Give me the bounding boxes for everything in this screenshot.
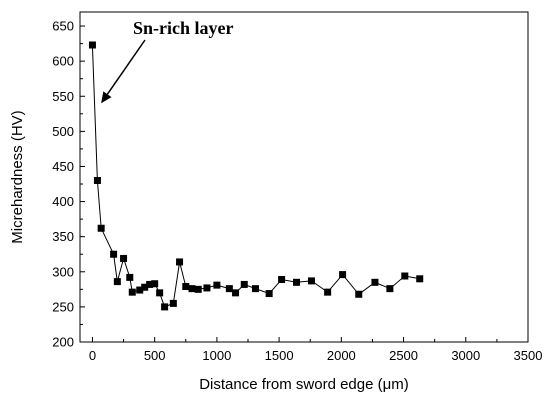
y-tick-label: 350 <box>52 229 74 244</box>
data-point <box>113 278 121 286</box>
data-point <box>240 280 248 288</box>
data-point <box>151 280 159 288</box>
y-tick-label: 250 <box>52 299 74 314</box>
y-tick-label: 500 <box>52 124 74 139</box>
x-tick-label: 1000 <box>202 348 231 363</box>
data-point <box>386 285 394 293</box>
y-tick-label: 300 <box>52 264 74 279</box>
x-tick-label: 3500 <box>514 348 543 363</box>
data-point <box>203 284 211 292</box>
x-tick-label: 500 <box>144 348 166 363</box>
y-tick-label: 400 <box>52 194 74 209</box>
annotation-arrow-line <box>106 39 146 95</box>
data-point <box>371 278 379 286</box>
data-point <box>93 177 101 185</box>
annotation-layer: Sn-rich layer <box>101 18 234 104</box>
data-point <box>97 224 105 232</box>
data-series <box>88 41 424 311</box>
data-point <box>293 278 301 286</box>
x-tick-label: 3000 <box>451 348 480 363</box>
data-point <box>146 280 154 288</box>
annotation-label: Sn-rich layer <box>133 18 234 38</box>
y-axis: 200 250 300 350 400 450 500 550 600 650 <box>52 19 85 350</box>
data-point <box>324 288 332 296</box>
data-point <box>110 250 118 258</box>
data-point <box>278 276 286 284</box>
data-point <box>213 281 221 289</box>
y-tick-label: 550 <box>52 89 74 104</box>
y-tick-label: 650 <box>52 19 74 34</box>
data-point <box>120 254 128 262</box>
data-point <box>225 285 233 293</box>
x-axis-title: Distance from sword edge (μm) <box>199 376 409 393</box>
y-axis-title: Micrehardness (HV) <box>9 110 26 243</box>
data-point <box>141 283 149 291</box>
x-tick-label: 0 <box>89 348 96 363</box>
data-point <box>188 285 196 293</box>
data-point <box>136 286 144 294</box>
data-point <box>339 271 347 279</box>
data-point <box>194 285 202 293</box>
data-point <box>401 272 409 280</box>
plot-frame <box>79 11 529 343</box>
x-tick-label: 2000 <box>327 348 356 363</box>
data-point <box>88 41 96 49</box>
data-point <box>416 275 424 283</box>
x-tick-label: 1500 <box>265 348 294 363</box>
data-point <box>128 288 136 296</box>
data-point <box>169 299 177 307</box>
data-point <box>251 285 259 293</box>
data-point <box>232 289 240 297</box>
series-line <box>91 44 420 308</box>
data-point <box>265 290 273 298</box>
data-point <box>176 258 184 266</box>
data-point <box>307 277 315 285</box>
data-point <box>126 273 134 281</box>
data-point <box>182 283 190 291</box>
annotation-arrow-head <box>101 91 112 104</box>
plot-border <box>79 11 529 343</box>
y-tick-label: 600 <box>52 54 74 69</box>
data-point <box>355 290 363 298</box>
data-point <box>156 289 164 297</box>
x-tick-label: 2500 <box>389 348 418 363</box>
y-tick-label: 450 <box>52 159 74 174</box>
y-tick-label: 200 <box>52 335 74 350</box>
x-axis: 0 500 1000 1500 2000 2500 3000 3500 <box>89 337 543 363</box>
data-point <box>161 303 169 311</box>
